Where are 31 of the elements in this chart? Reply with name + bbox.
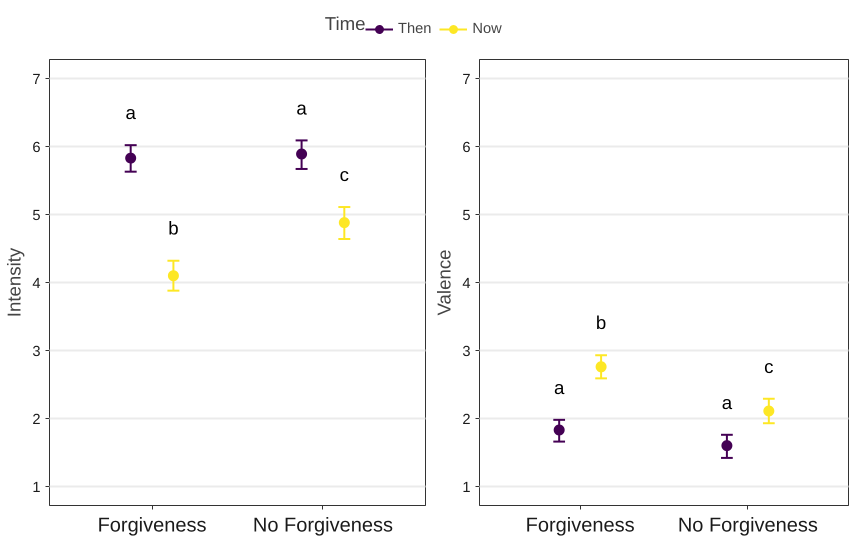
annotation: a [125,102,136,124]
y-tick-label: 1 [462,480,471,496]
x-tick-label: Forgiveness [98,514,207,536]
y-tick-label: 4 [32,276,41,292]
y-tick-label: 7 [462,72,471,88]
y-tick-label: 5 [462,208,471,224]
annotation: c [340,164,349,186]
y-tick-label: 6 [462,140,471,156]
y-tick-label: 3 [32,344,41,360]
y-tick-label: 6 [32,140,41,156]
legend-label: Now [472,21,502,37]
x-tick-label: Forgiveness [526,514,635,536]
annotation: b [168,218,179,239]
y-tick-label: 5 [32,208,41,224]
y-tick-label: 2 [462,412,471,428]
y-tick-label: 4 [462,276,471,292]
y-axis-title: Valence [433,249,454,316]
y-tick-label: 2 [32,412,41,428]
annotation: b [596,312,606,334]
annotation: a [554,376,565,398]
y-tick-label: 7 [32,72,41,88]
legend-label: Then [398,21,432,37]
y-tick-label: 3 [462,344,471,360]
y-axis-title: Intensity [3,247,24,318]
x-tick-label: No Forgiveness [678,514,818,536]
annotation: a [722,392,733,413]
annotation: c [764,356,774,377]
y-tick-label: 1 [32,480,41,496]
annotation: a [296,97,308,118]
x-tick-label: No Forgiveness [252,514,393,536]
legend-title: Time [324,13,366,34]
